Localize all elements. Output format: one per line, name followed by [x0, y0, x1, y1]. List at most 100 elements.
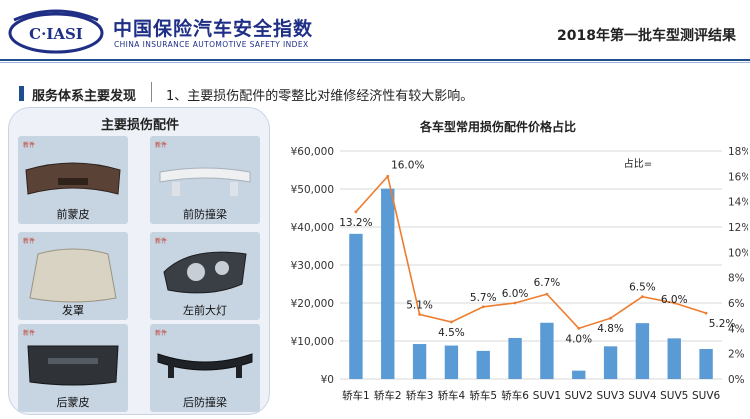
parts-title: 主要损伤配件	[100, 118, 179, 133]
y-right-tick-label: 4%	[728, 323, 745, 335]
x-tick-label: SUV1	[533, 390, 561, 402]
x-tick-label: 轿车5	[469, 389, 497, 402]
part-label: 后蒙皮	[56, 396, 90, 409]
ratio-data-label: 13.2%	[339, 217, 372, 229]
ratio-point	[481, 305, 485, 309]
logo-text: C·IASI	[29, 25, 83, 43]
header-rule	[0, 59, 750, 61]
ratio-data-label: 5.2%	[709, 318, 736, 330]
bar	[540, 322, 554, 379]
page-header: C·IASI 中国保险汽车安全指数 CHINA INSURANCE AUTOMO…	[0, 0, 750, 60]
y-right-tick-label: 16%	[728, 171, 748, 183]
rear-bumper-cover-icon	[27, 345, 119, 386]
ratio-line	[355, 174, 707, 330]
ratio-point	[418, 313, 421, 316]
y-left-tick-label: ¥40,000	[291, 222, 334, 234]
front-crash-beam-icon	[159, 167, 251, 196]
header-rule-thin	[0, 62, 750, 63]
price-ratio-chart: ¥0 ¥10,000 ¥20,000 ¥30,000 ¥40,000 ¥50,000 ¥60…	[291, 146, 748, 402]
x-tick-label: SUV4	[628, 390, 657, 402]
ratio-point	[704, 311, 708, 315]
ratio-point	[386, 174, 390, 178]
bar	[635, 323, 650, 379]
part-front-crash-beam: 新件 前防撞梁	[150, 136, 260, 224]
x-tick-label: SUV5	[660, 390, 688, 402]
ratio-point	[641, 295, 644, 299]
y-right-tick-label: 0%	[728, 374, 745, 386]
ratio-data-label: 6.5%	[629, 282, 656, 294]
part-rear-bumper-cover: 新件 后蒙皮	[18, 324, 128, 412]
part-label: 前蒙皮	[56, 208, 90, 221]
part-rear-crash-beam: 新件 后防撞梁	[150, 324, 260, 412]
chart-annotation: 占比=	[624, 157, 652, 170]
part-label: 后防撞梁	[183, 396, 227, 409]
section-title: 服务体系主要发现	[32, 89, 137, 104]
ratio-point	[513, 301, 517, 305]
x-tick-label: SUV2	[565, 390, 593, 402]
ratio-point	[354, 210, 358, 214]
part-label: 发罩	[62, 304, 84, 317]
rear-crash-beam-icon	[157, 353, 253, 378]
x-tick-label: SUV6	[692, 390, 721, 402]
part-front-bumper-cover: 新件 前蒙皮	[18, 136, 128, 224]
report-title: 2018年第一批车型测评结果	[557, 28, 736, 44]
bar	[476, 350, 490, 379]
chart-title: 各车型常用损伤配件价格占比	[420, 120, 577, 134]
ratio-point	[450, 320, 453, 324]
bar	[667, 338, 681, 379]
ratio-point	[609, 316, 612, 320]
brand-name-en: CHINA INSURANCE AUTOMOTIVE SAFETY INDEX	[114, 40, 309, 49]
x-tick-label: 轿车6	[501, 389, 529, 402]
bar	[444, 345, 459, 379]
y-left-tick-label: ¥30,000	[291, 260, 334, 272]
ratio-data-label: 6.0%	[502, 288, 529, 300]
ratio-data-label: 4.0%	[565, 333, 592, 345]
x-tick-label: 轿车1	[342, 389, 370, 402]
ratio-point	[577, 326, 581, 330]
part-tag: 新件	[23, 330, 36, 337]
part-tag: 新件	[155, 142, 168, 149]
bar	[349, 233, 363, 379]
bar	[603, 346, 618, 379]
front-bumper-cover-icon	[25, 162, 121, 195]
y-right-tick-label: 18%	[728, 146, 748, 158]
ratio-data-label: 4.5%	[438, 327, 465, 339]
y-right-tick-label: 12%	[728, 222, 748, 234]
x-tick-label: 轿车2	[374, 389, 402, 402]
section-marker	[19, 86, 24, 101]
ratio-data-label: 5.7%	[470, 292, 497, 304]
part-label: 前防撞梁	[183, 208, 227, 221]
part-tag: 新件	[155, 330, 168, 337]
brand-name-cn: 中国保险汽车安全指数	[113, 18, 314, 40]
ratio-point	[672, 301, 676, 305]
x-tick-label: SUV3	[596, 390, 624, 402]
x-tick-label: 轿车3	[406, 389, 434, 402]
ratio-point	[545, 292, 549, 296]
part-label: 左前大灯	[183, 304, 227, 317]
headlamp-icon	[163, 251, 247, 294]
ratio-data-label: 16.0%	[391, 159, 424, 171]
bar	[508, 337, 522, 379]
x-tick-label: 轿车4	[438, 389, 466, 402]
part-hood: 新件 发罩	[18, 232, 128, 320]
ciasi-logo: C·IASI	[8, 9, 104, 54]
hood-icon	[29, 248, 117, 303]
bar	[412, 344, 427, 379]
bar	[699, 348, 713, 379]
ratio-data-label: 4.8%	[597, 323, 624, 335]
section-finding: 1、主要损伤配件的零整比对维修经济性有较大影响。	[166, 89, 474, 104]
part-tag: 新件	[155, 238, 168, 245]
bar	[381, 188, 395, 379]
damaged-parts-panel: 主要损伤配件 新件 前蒙皮 新件 前防撞梁 新件 发罩 新件 左前大灯	[8, 107, 270, 415]
y-left-tick-label: ¥0	[321, 374, 334, 386]
ratio-data-label: 6.0%	[661, 294, 688, 306]
y-right-tick-label: 2%	[728, 349, 745, 361]
ratio-data-label: 6.7%	[534, 277, 561, 289]
y-right-tick-label: 8%	[728, 273, 745, 285]
y-right-tick-label: 14%	[728, 197, 748, 209]
part-tag: 新件	[23, 142, 36, 149]
y-left-tick-label: ¥50,000	[291, 184, 334, 196]
y-left-tick-label: ¥60,000	[291, 146, 334, 158]
part-headlamp: 新件 左前大灯	[150, 232, 260, 320]
y-right-tick-label: 10%	[728, 247, 748, 259]
